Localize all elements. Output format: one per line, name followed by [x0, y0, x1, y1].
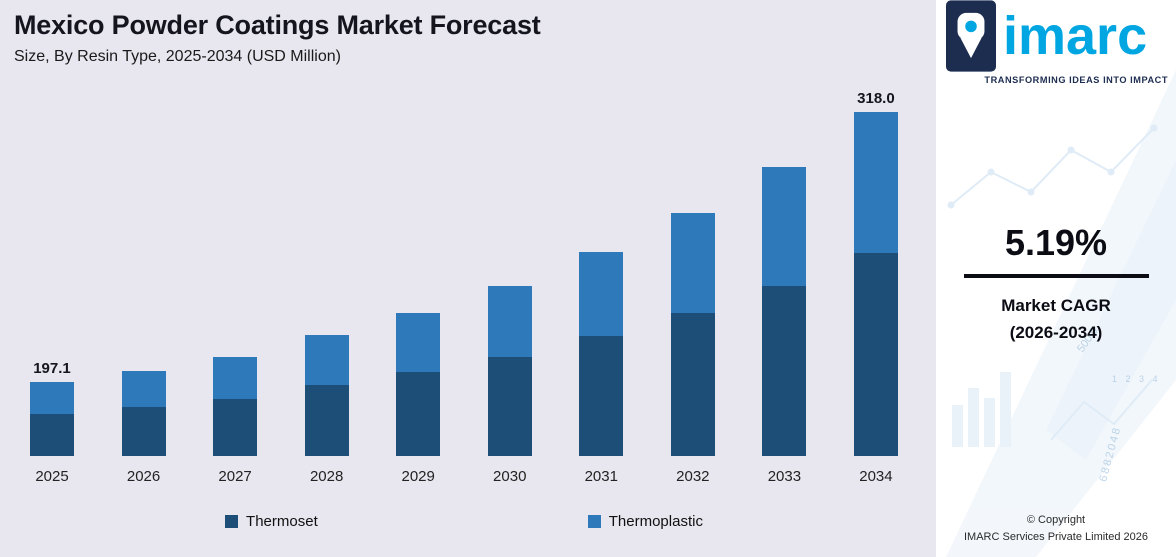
x-axis-label-2027: 2027	[218, 468, 252, 485]
bar-2029	[396, 313, 441, 456]
brand-tagline: TRANSFORMING IDEAS INTO IMPACT	[984, 75, 1168, 85]
bar-2030-thermoplastic-segment	[487, 286, 532, 357]
bar-2029-thermoset-segment	[396, 372, 441, 456]
chart-title: Mexico Powder Coatings Market Forecast	[14, 10, 541, 40]
cagr-value: 5.19%	[1004, 222, 1108, 263]
bar-2031-thermoplastic-segment	[579, 252, 624, 336]
bar-value-label-2025: 197.1	[33, 360, 71, 377]
chart-subtitle: Size, By Resin Type, 2025-2034 (USD Mill…	[14, 48, 341, 65]
bar-2027	[213, 357, 258, 456]
bar-2028-thermoplastic-segment	[304, 335, 349, 385]
bar-group-2034: 318.0	[853, 90, 898, 456]
x-axis-label-2026: 2026	[126, 468, 161, 485]
bar-2031	[579, 252, 624, 456]
x-axis-label-2030: 2030	[493, 468, 527, 485]
x-axis-label-2034: 2034	[859, 468, 893, 485]
x-axis-label-2033: 2033	[767, 468, 802, 485]
x-axis-label-2025: 2025	[35, 468, 69, 485]
imarc-logo-pin-icon	[946, 0, 996, 72]
legend-label-thermoplastic: Thermoplastic	[608, 513, 703, 530]
bar-2025-thermoplastic-segment	[30, 382, 74, 414]
cagr-stat: 5.19% Market CAGR (2026-2034)	[936, 222, 1176, 346]
bar-2030-thermoset-segment	[487, 357, 532, 456]
bar-2028	[304, 335, 349, 456]
bar-2034-thermoset-segment	[853, 253, 898, 456]
brand-panel: 500.0 1 2 3 4 6882048 imarc TRANSFORMING…	[936, 0, 1176, 557]
bar-chart: 197.1 318.0	[30, 90, 898, 456]
bar-2031-thermoset-segment	[579, 336, 624, 456]
bar-2033	[762, 167, 807, 456]
bar-2025	[30, 382, 74, 456]
bar-group-2027	[213, 357, 258, 456]
copyright-line2: IMARC Services Private Limited 2026	[963, 530, 1148, 543]
thermoset-swatch-icon	[225, 515, 239, 528]
plot-area: 197.1 318.0 2025 2026 2027 2028 2029 2030 2031 2…	[30, 90, 898, 530]
x-axis-label-2031: 2031	[584, 468, 618, 485]
bar-2030	[487, 286, 532, 456]
bar-2025-thermoset-segment	[30, 414, 74, 456]
bar-value-label-2034: 318.0	[857, 90, 895, 107]
bar-2029-thermoplastic-segment	[396, 313, 441, 372]
bar-2032-thermoset-segment	[670, 313, 715, 456]
bar-2026-thermoplastic-segment	[121, 371, 166, 407]
bar-2033-thermoplastic-segment	[762, 167, 807, 286]
imarc-logo: imarc	[936, 0, 1176, 72]
cagr-label: Market CAGR	[1001, 296, 1111, 315]
bar-2026	[121, 371, 166, 456]
bar-group-2032	[670, 213, 715, 456]
legend-item-thermoset: Thermoset	[225, 513, 318, 530]
bar-2026-thermoset-segment	[121, 407, 166, 456]
bar-group-2025: 197.1	[30, 360, 74, 456]
legend-item-thermoplastic: Thermoplastic	[587, 513, 703, 530]
x-axis: 2025 2026 2027 2028 2029 2030 2031 2032 2033 2034	[30, 468, 898, 485]
thermoplastic-swatch-icon	[587, 515, 601, 528]
bar-group-2031	[579, 252, 624, 456]
bar-2032-thermoplastic-segment	[670, 213, 715, 313]
imarc-logo-text: imarc	[1003, 6, 1148, 66]
x-axis-label-2028: 2028	[309, 468, 344, 485]
copyright: © Copyright IMARC Services Private Limit…	[936, 512, 1176, 545]
chart-area: Mexico Powder Coatings Market Forecast S…	[0, 0, 936, 557]
copyright-line1: © Copyright	[1026, 514, 1086, 526]
x-axis-label-2032: 2032	[676, 468, 710, 485]
brand-panel-content: imarc TRANSFORMING IDEAS INTO IMPACT 5.1…	[936, 0, 1176, 557]
bar-2027-thermoplastic-segment	[213, 357, 258, 399]
bar-2033-thermoset-segment	[762, 286, 807, 456]
bar-2034-thermoplastic-segment	[853, 112, 898, 253]
bar-group-2029	[396, 313, 441, 456]
bar-2032	[670, 213, 715, 456]
bar-group-2033	[762, 167, 807, 456]
bar-group-2028	[304, 335, 349, 456]
x-axis-label-2029: 2029	[401, 468, 435, 485]
bar-2027-thermoset-segment	[213, 399, 258, 456]
decor-graphics	[946, 70, 1176, 557]
bar-group-2026	[121, 371, 166, 456]
chart-legend: Thermoset Thermoplastic	[30, 513, 898, 530]
bar-group-2030	[487, 286, 532, 456]
decor-number: 1 2 3 4	[1112, 374, 1161, 384]
cagr-period: (2026-2034)	[1009, 323, 1103, 343]
stat-underline	[963, 274, 1149, 278]
bar-2034	[853, 112, 898, 456]
bar-2028-thermoset-segment	[304, 385, 349, 456]
legend-label-thermoset: Thermoset	[246, 513, 318, 530]
